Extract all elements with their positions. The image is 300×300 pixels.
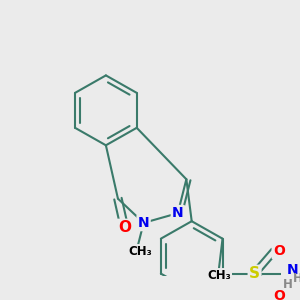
Text: S: S — [249, 266, 260, 281]
Text: N: N — [138, 216, 149, 230]
Text: CH₃: CH₃ — [207, 269, 231, 282]
Text: N: N — [172, 206, 184, 220]
Text: O: O — [273, 244, 285, 258]
Text: O: O — [273, 289, 285, 300]
Text: H: H — [283, 278, 292, 291]
Text: O: O — [118, 220, 131, 235]
Text: H: H — [293, 272, 300, 285]
Text: CH₃: CH₃ — [128, 245, 152, 258]
Text: N: N — [286, 263, 298, 277]
